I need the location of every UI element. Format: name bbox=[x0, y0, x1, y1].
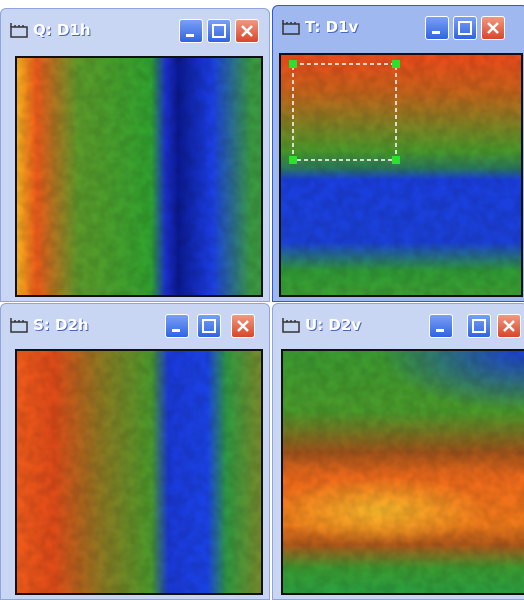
maximize-button[interactable] bbox=[207, 19, 231, 43]
texture bbox=[17, 58, 261, 295]
screen: Q: D1h T: D1v S: D2h U: D2v bbox=[0, 0, 524, 600]
window-icon bbox=[9, 22, 29, 38]
close-button[interactable] bbox=[231, 314, 255, 338]
close-button[interactable] bbox=[497, 314, 521, 338]
window-icon bbox=[281, 317, 301, 333]
close-button[interactable] bbox=[481, 16, 505, 40]
window-icon bbox=[281, 19, 301, 35]
minimize-button[interactable] bbox=[429, 314, 453, 338]
window[interactable]: T: D1v bbox=[272, 5, 524, 302]
texture bbox=[283, 351, 524, 593]
image-view bbox=[15, 56, 263, 297]
maximize-button[interactable] bbox=[467, 314, 491, 338]
texture bbox=[17, 351, 261, 593]
window[interactable]: S: D2h bbox=[0, 303, 270, 600]
image-view bbox=[15, 349, 263, 595]
minimize-button[interactable] bbox=[179, 19, 203, 43]
minimize-button[interactable] bbox=[425, 16, 449, 40]
window-title: S: D2h bbox=[33, 316, 89, 334]
window-title: U: D2v bbox=[305, 316, 361, 334]
title-bar: T: D1v bbox=[273, 6, 524, 46]
maximize-button[interactable] bbox=[453, 16, 477, 40]
selection-box[interactable] bbox=[281, 55, 523, 297]
close-button[interactable] bbox=[235, 19, 259, 43]
title-bar: U: D2v bbox=[273, 304, 524, 344]
window-icon bbox=[9, 317, 29, 333]
title-bar: Q: D1h bbox=[1, 9, 269, 49]
window-title: T: D1v bbox=[305, 18, 358, 36]
image-view bbox=[281, 349, 524, 595]
title-bar: S: D2h bbox=[1, 304, 269, 344]
maximize-button[interactable] bbox=[197, 314, 221, 338]
window-title: Q: D1h bbox=[33, 21, 91, 39]
window[interactable]: U: D2v bbox=[272, 303, 524, 600]
image-view bbox=[279, 53, 523, 297]
minimize-button[interactable] bbox=[165, 314, 189, 338]
window[interactable]: Q: D1h bbox=[0, 8, 270, 302]
